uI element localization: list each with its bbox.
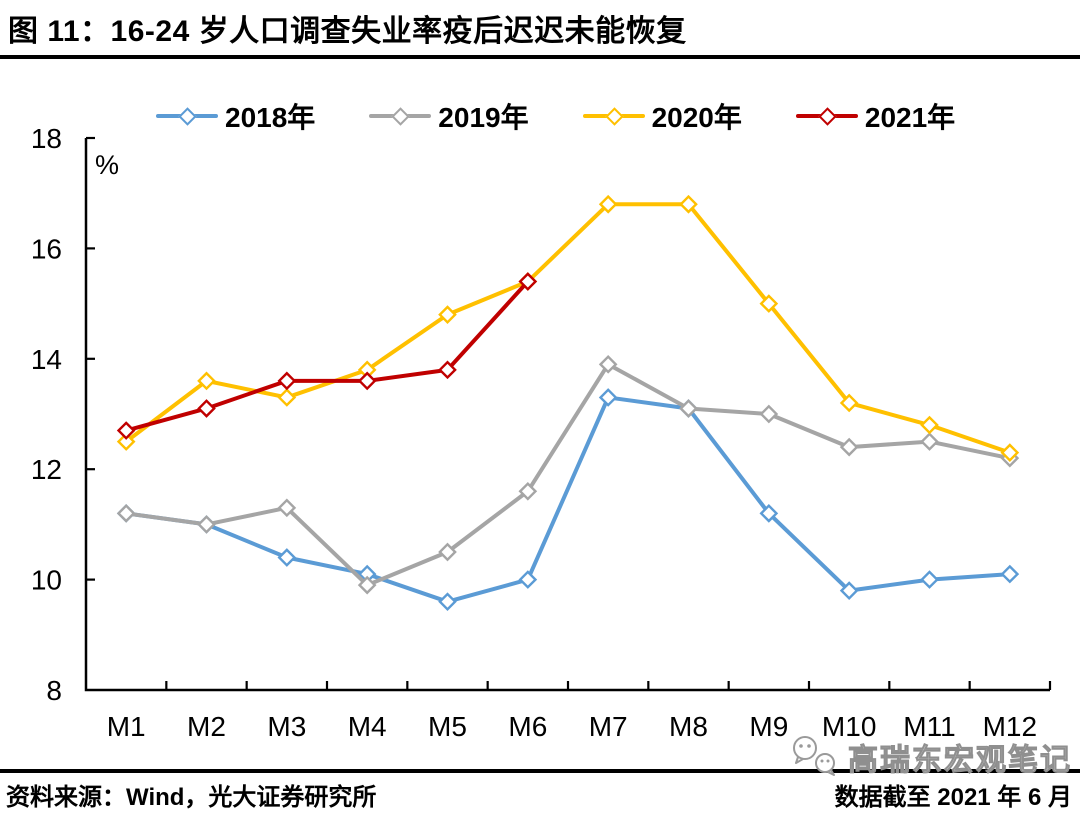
series-line-2018年: [124, 395, 1012, 604]
y-axis-unit-label: %: [95, 150, 119, 180]
data-point-marker-2019年: [679, 399, 698, 418]
data-point-marker-2019年: [759, 404, 779, 424]
data-point-marker-2019年: [839, 437, 859, 457]
data-point-marker-2020年: [277, 388, 297, 407]
data-point-marker-2021年: [197, 399, 216, 418]
data-point-marker-2020年: [920, 415, 939, 435]
x-axis-tick-label: M7: [589, 711, 628, 742]
legend-item-2020: 2020年: [582, 96, 742, 136]
data-point-marker-2020年: [759, 294, 779, 313]
data-point-marker-2020年: [438, 305, 457, 324]
x-axis-tick-label: M9: [749, 711, 788, 742]
data-point-marker-2019年: [197, 515, 216, 534]
data-point-marker-2018年: [598, 388, 618, 407]
y-axis-tick-label: 8: [46, 675, 62, 706]
data-point-marker-2018年: [518, 570, 538, 589]
data-point-marker-2018年: [438, 592, 457, 612]
data-point-marker-2020年: [197, 371, 216, 391]
series-line-2020年: [124, 202, 1012, 455]
data-point-marker-2021年: [518, 272, 538, 291]
legend-item-2021: 2021年: [795, 96, 956, 136]
data-point-marker-2020年: [839, 393, 859, 413]
legend-item-2018: 2018年: [156, 96, 315, 136]
data-point-marker-2018年: [759, 504, 779, 523]
data-point-marker-2020年: [679, 194, 698, 214]
data-point-marker-2021年: [277, 371, 297, 391]
data-point-marker-2020年: [116, 432, 136, 451]
data-point-marker-2021年: [357, 371, 377, 391]
legend-label-2021: 2021年: [864, 102, 956, 133]
x-axis-tick-label: M3: [267, 711, 306, 742]
legend-marker-2018: [156, 106, 218, 126]
legend-item-2019: 2019年: [369, 96, 529, 136]
footer-divider: [0, 769, 1080, 773]
data-point-marker-2021年: [438, 360, 457, 380]
x-axis-tick-label: M4: [348, 711, 387, 742]
y-axis-tick-label: 16: [31, 233, 62, 264]
legend-label-2020: 2020年: [651, 102, 742, 133]
chart-legend: 2018年 2019年 2020年 2021年: [156, 96, 955, 136]
data-point-marker-2020年: [598, 194, 618, 214]
data-point-marker-2019年: [116, 504, 136, 523]
data-cutoff-note: 数据截至 2021 年 6 月: [834, 784, 1072, 811]
x-axis-tick-label: M5: [428, 711, 467, 742]
data-point-marker-2019年: [598, 354, 618, 374]
series-line-2021年: [124, 279, 530, 433]
axis-lines: [84, 138, 1050, 692]
y-axis-tick-label: 12: [31, 454, 62, 485]
data-point-marker-2018年: [357, 564, 377, 584]
data-point-marker-2018年: [1000, 564, 1020, 584]
data-point-marker-2019年: [518, 481, 538, 501]
data-point-marker-2020年: [1000, 443, 1020, 462]
legend-label-2019: 2019年: [438, 102, 529, 133]
wechat-icon: [793, 736, 835, 776]
data-point-marker-2018年: [277, 548, 297, 567]
data-point-marker-2018年: [920, 570, 939, 589]
watermark: 高瑞东宏观笔记: [790, 735, 1072, 779]
y-axis-tick-label: 18: [31, 123, 62, 154]
y-axis-tick-label: 10: [31, 565, 62, 596]
footer: 资料来源：Wind，光大证券研究所 数据截至 2021 年 6 月: [0, 777, 1080, 812]
data-point-marker-2020年: [357, 360, 377, 380]
x-axis-tick-label: M1: [107, 711, 146, 742]
data-point-marker-2019年: [438, 542, 457, 562]
legend-marker-2021: [795, 106, 858, 126]
x-axis-tick-label: M6: [508, 711, 547, 742]
title-divider: [0, 55, 1080, 59]
x-axis-tick-label: M8: [669, 711, 708, 742]
legend-marker-2019: [369, 106, 432, 126]
x-axis-tick-label: M2: [187, 711, 226, 742]
x-axis-tick-label: M11: [903, 711, 955, 742]
data-point-marker-2021年: [116, 421, 136, 440]
x-axis-tick-label: M10: [822, 711, 876, 742]
series-line-2019年: [124, 362, 1012, 588]
x-axis-tick-label: M12: [983, 711, 1037, 742]
data-point-marker-2019年: [277, 498, 297, 518]
figure-title: 图 11：16-24 岁人口调查失业率疫后迟迟未能恢复: [8, 15, 687, 48]
y-axis-tick-label: 14: [31, 344, 62, 375]
data-point-marker-2019年: [920, 432, 939, 451]
data-point-marker-2019年: [357, 575, 377, 595]
legend-marker-2020: [582, 106, 645, 126]
data-point-marker-2018年: [839, 581, 859, 600]
legend-label-2018: 2018年: [225, 102, 316, 133]
watermark-text: 高瑞东宏观笔记: [848, 744, 1072, 778]
source-note: 资料来源：Wind，光大证券研究所: [6, 784, 377, 811]
